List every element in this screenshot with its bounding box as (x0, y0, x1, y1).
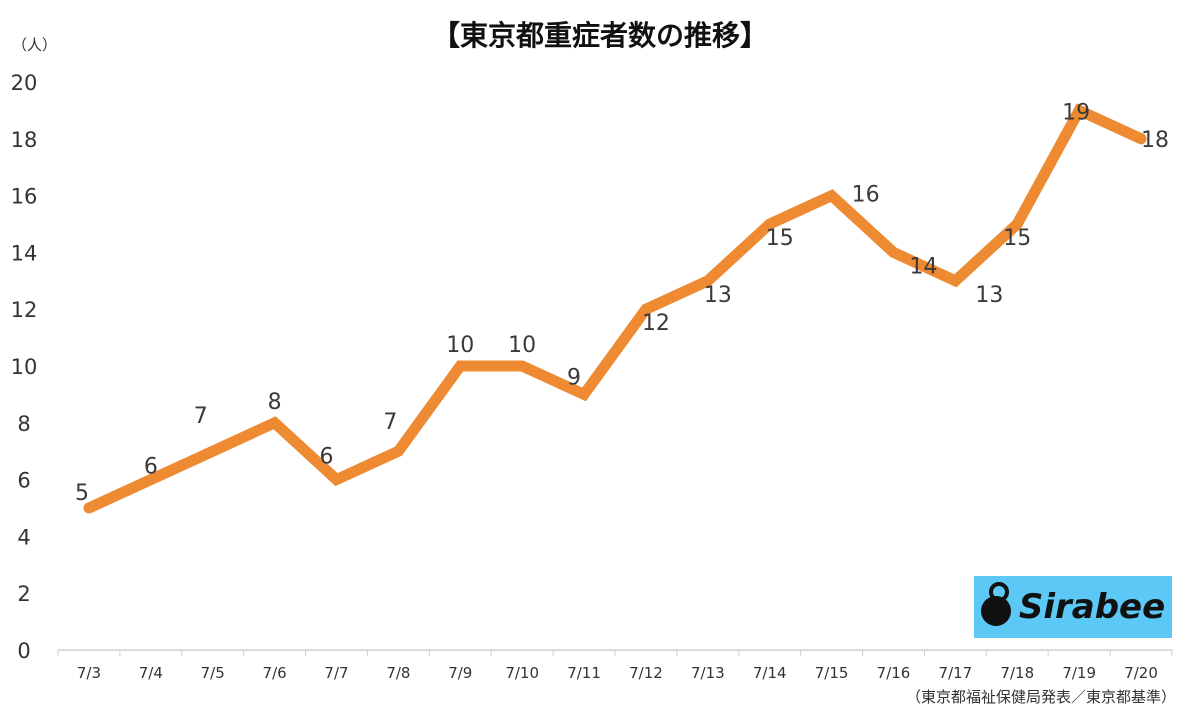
logo-text: Sirabee (1018, 587, 1166, 627)
data-label: 16 (852, 183, 880, 208)
x-tick-label: 7/5 (201, 664, 225, 682)
y-tick-label: 16 (11, 185, 38, 209)
data-point (85, 505, 92, 511)
data-point (1014, 221, 1021, 227)
data-label: 5 (75, 481, 89, 506)
y-tick-label: 20 (11, 71, 38, 95)
y-tick-label: 6 (17, 469, 30, 493)
data-point (766, 221, 773, 227)
data-label: 13 (704, 283, 732, 308)
data-label: 14 (910, 254, 938, 279)
x-tick-label: 7/3 (77, 664, 101, 682)
y-tick-label: 0 (17, 639, 30, 663)
data-point (1138, 135, 1145, 142)
x-tick-label: 7/8 (386, 664, 410, 682)
x-tick-label: 7/19 (1062, 664, 1096, 682)
data-point (147, 476, 154, 483)
x-tick-label: 7/15 (815, 664, 849, 682)
data-label: 15 (1003, 226, 1031, 251)
x-tick-label: 7/12 (629, 664, 663, 682)
data-point (828, 192, 835, 199)
data-label: 10 (446, 333, 474, 358)
logo-mark-icon (980, 582, 1011, 626)
y-tick-label: 10 (11, 355, 38, 379)
x-tick-label: 7/18 (1000, 664, 1034, 682)
data-point (209, 448, 216, 455)
data-label: 6 (320, 445, 334, 470)
data-label: 7 (383, 410, 397, 435)
x-tick-label: 7/4 (139, 664, 163, 682)
x-tick-label: 7/10 (505, 664, 539, 682)
chart-title: 【東京都重症者数の推移】 (431, 19, 768, 52)
data-point (704, 277, 711, 284)
x-tick-label: 7/20 (1124, 664, 1158, 682)
data-label: 13 (975, 283, 1003, 308)
y-tick-label: 4 (17, 525, 30, 549)
data-point (457, 363, 464, 369)
data-label: 19 (1062, 100, 1090, 125)
data-point (519, 363, 526, 369)
x-tick-label: 7/17 (939, 664, 973, 682)
data-point (333, 476, 340, 483)
y-tick-label: 14 (11, 241, 38, 265)
x-tick-label: 7/14 (753, 664, 787, 682)
data-point (890, 249, 897, 256)
x-tick-label: 7/6 (263, 664, 287, 682)
data-point (271, 419, 278, 426)
data-point (581, 391, 588, 398)
data-label: 10 (508, 333, 536, 358)
series-line (83, 103, 1147, 514)
x-tick-label: 7/16 (877, 664, 911, 682)
x-tick-label: 7/9 (448, 664, 472, 682)
data-point (952, 277, 959, 284)
y-axis-unit: （人） (12, 36, 58, 54)
data-label: 7 (194, 404, 208, 429)
data-point (642, 306, 649, 313)
y-tick-label: 18 (11, 128, 38, 152)
y-tick-label: 12 (11, 298, 38, 322)
x-tick-label: 7/13 (691, 664, 725, 682)
data-label: 15 (766, 226, 794, 251)
data-label: 9 (567, 365, 581, 390)
x-tick-label: 7/11 (567, 664, 601, 682)
source-note: （東京都福祉保健局発表／東京都基準） (905, 688, 1176, 706)
y-tick-label: 8 (17, 412, 30, 436)
y-tick-label: 2 (17, 582, 30, 606)
data-label: 6 (144, 455, 158, 480)
data-label: 8 (268, 390, 282, 415)
data-point (395, 448, 402, 455)
sirabee-logo: Sirabee (974, 576, 1172, 638)
data-point (1076, 107, 1083, 114)
data-label: 12 (642, 311, 670, 336)
x-tick-label: 7/7 (324, 664, 348, 682)
data-label: 18 (1141, 128, 1169, 153)
